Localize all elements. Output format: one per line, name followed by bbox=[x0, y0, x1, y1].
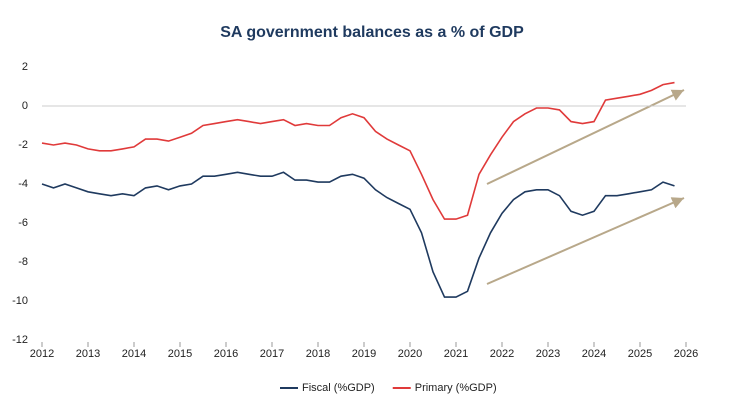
x-tick-label: 2019 bbox=[352, 348, 376, 360]
legend-label: Fiscal (%GDP) bbox=[302, 382, 375, 394]
legend-label: Primary (%GDP) bbox=[415, 382, 497, 394]
x-tick-label: 2021 bbox=[444, 348, 468, 360]
x-tick-label: 2026 bbox=[674, 348, 698, 360]
y-tick-label: -4 bbox=[18, 178, 28, 190]
x-tick-label: 2015 bbox=[168, 348, 192, 360]
x-tick-label: 2016 bbox=[214, 348, 238, 360]
x-tick-label: 2012 bbox=[30, 348, 54, 360]
y-tick-label: -12 bbox=[12, 334, 28, 346]
x-tick-label: 2023 bbox=[536, 348, 560, 360]
y-tick-label: -6 bbox=[18, 217, 28, 229]
x-tick-label: 2022 bbox=[490, 348, 514, 360]
y-tick-label: -10 bbox=[12, 295, 28, 307]
chart-title: SA government balances as a % of GDP bbox=[220, 24, 524, 41]
x-tick-label: 2014 bbox=[122, 348, 146, 360]
y-tick-label: -8 bbox=[18, 256, 28, 268]
y-tick-label: 2 bbox=[22, 61, 28, 73]
x-tick-label: 2025 bbox=[628, 348, 652, 360]
trend-arrow bbox=[486, 197, 685, 285]
x-tick-label: 2017 bbox=[260, 348, 284, 360]
x-tick-label: 2020 bbox=[398, 348, 422, 360]
x-tick-label: 2013 bbox=[76, 348, 100, 360]
y-tick-label: 0 bbox=[22, 100, 28, 112]
series-line bbox=[41, 171, 675, 298]
y-tick-label: -2 bbox=[18, 139, 28, 151]
trend-arrow bbox=[486, 89, 685, 185]
series-line bbox=[41, 81, 675, 220]
x-tick-label: 2018 bbox=[306, 348, 330, 360]
x-tick-label: 2024 bbox=[582, 348, 606, 360]
